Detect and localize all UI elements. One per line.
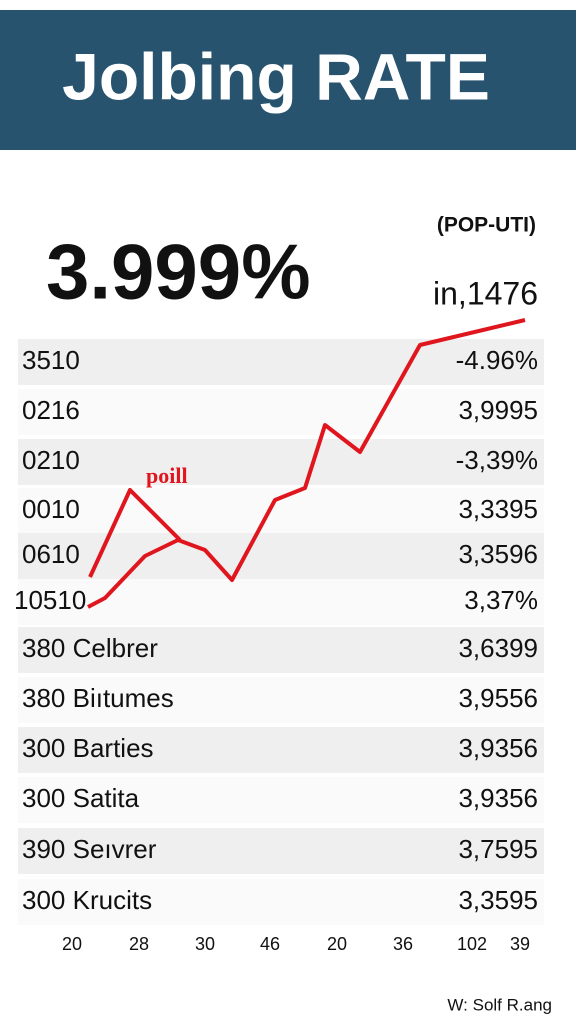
- x-label: 36: [393, 934, 413, 954]
- footer: W: Solf R.ang: [447, 995, 552, 1014]
- x-label: 28: [129, 934, 149, 954]
- row-band: [18, 439, 544, 485]
- row-band: [18, 727, 544, 773]
- x-label: 46: [260, 934, 280, 954]
- row-value: 3,37%: [464, 585, 538, 615]
- row-band: [18, 627, 544, 673]
- row-value: 3,7595: [458, 834, 538, 864]
- row-label: 0010: [22, 494, 80, 524]
- row-label: 380 Celbrer: [22, 633, 158, 663]
- row-value: 3,6399: [458, 633, 538, 663]
- header-band: [0, 10, 576, 150]
- x-label: 20: [327, 934, 347, 954]
- row-label: 0610: [22, 539, 80, 569]
- row-label: 300 Satita: [22, 783, 140, 813]
- row-label: 390 Seıvrer: [22, 834, 157, 864]
- row-value: 3,9356: [458, 783, 538, 813]
- row-band: [18, 879, 544, 925]
- row-band: [18, 777, 544, 823]
- row-value: -3,39%: [456, 445, 538, 475]
- tag: (POP-UTI): [437, 214, 536, 237]
- trend-line: [87, 318, 526, 609]
- row-band: [18, 339, 544, 385]
- x-labels: 20 28 30 46 20 36 102 39: [62, 934, 530, 954]
- row-value: 3,9556: [458, 683, 538, 713]
- row-label: 300 Barties: [22, 733, 154, 763]
- row-label: 3510: [22, 345, 80, 375]
- row-value: 3,3596: [458, 539, 538, 569]
- row-band: [18, 579, 544, 625]
- row-label: 380 Biıtumes: [22, 683, 174, 713]
- title: Jolbing RATE: [62, 39, 490, 113]
- row-band: [18, 828, 544, 874]
- row-label: 0210: [22, 445, 80, 475]
- row-value: 3,3595: [458, 885, 538, 915]
- x-label: 20: [62, 934, 82, 954]
- row-label: 300 Krucits: [22, 885, 152, 915]
- line-main: [87, 318, 526, 609]
- x-label: 102: [457, 934, 487, 954]
- row-value: 3,9995: [458, 395, 538, 425]
- annotation: poill: [146, 463, 188, 488]
- row-value: -4.96%: [456, 345, 538, 375]
- row-label: 0216: [22, 395, 80, 425]
- x-label: 30: [195, 934, 215, 954]
- row-label: 10510: [14, 585, 86, 615]
- row-value: 3,9356: [458, 733, 538, 763]
- headline-value: 3.999%: [46, 228, 311, 316]
- side-value: in,1476: [433, 275, 538, 311]
- x-label: 39: [510, 934, 530, 954]
- row-band: [18, 389, 544, 435]
- row-band: [18, 677, 544, 723]
- table: 3510 -4.96% 0216 3,9995 0210 -3,39% 0010 3,3395…: [14, 339, 544, 925]
- line-branch: [88, 488, 182, 578]
- row-value: 3,3395: [458, 494, 538, 524]
